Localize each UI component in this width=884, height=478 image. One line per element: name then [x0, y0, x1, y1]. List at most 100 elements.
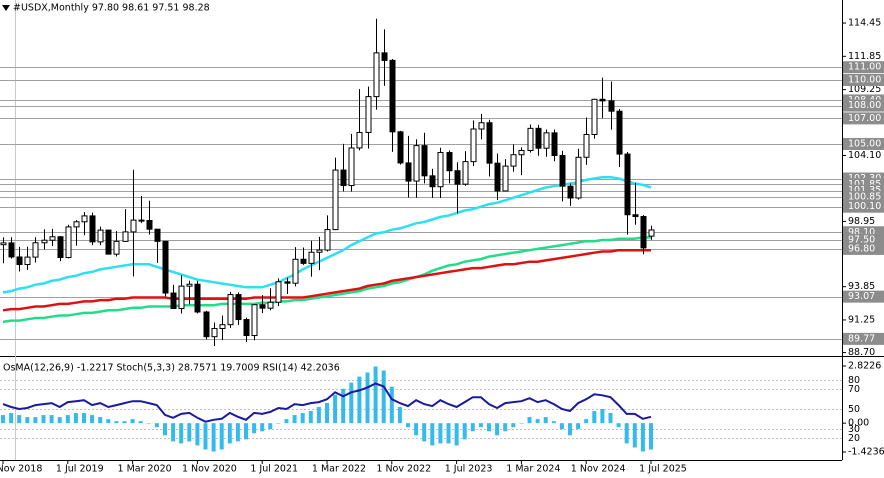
candle-body	[251, 304, 258, 337]
candle-body	[356, 131, 363, 149]
candle-body	[454, 170, 461, 185]
osma-bar	[389, 386, 394, 424]
candle-body	[316, 249, 323, 253]
candle-body	[608, 100, 615, 112]
rsi-line	[2, 382, 652, 423]
candle-body	[211, 328, 218, 338]
osma-bar	[487, 423, 491, 432]
level-label-box	[843, 191, 884, 204]
osma-bar	[624, 423, 629, 444]
candle-body	[284, 281, 291, 284]
candle-body	[146, 219, 153, 230]
osma-bar	[414, 423, 419, 436]
osma-bar	[171, 423, 176, 442]
osma-bar	[527, 417, 532, 424]
osma-bar	[146, 423, 151, 424]
candle-body	[632, 214, 639, 218]
candle-body	[599, 98, 606, 102]
osma-bar	[187, 423, 192, 442]
candle-body	[648, 229, 655, 237]
level-label: 100.10	[848, 201, 881, 212]
candle-body	[543, 132, 550, 149]
y-tick-label: 91.25	[848, 314, 875, 325]
candle-body	[308, 251, 315, 264]
candle-body	[300, 258, 307, 264]
level-label: 105.00	[848, 138, 881, 149]
candle-body	[32, 242, 39, 258]
osma-bar	[292, 415, 297, 424]
osma-bar	[122, 421, 127, 424]
candle-body	[616, 110, 623, 155]
osma-bar	[454, 423, 459, 446]
osma-bar	[511, 423, 516, 428]
level-label: 101.35	[848, 185, 881, 196]
candle-body	[527, 127, 534, 151]
moving-average	[2, 236, 651, 324]
level-label: 100.85	[848, 192, 881, 203]
candle-body	[154, 228, 161, 242]
osma-bar	[632, 423, 637, 448]
osma-bar	[543, 417, 548, 424]
osma-bar	[316, 406, 321, 424]
y-tick-label: 111.85	[848, 51, 881, 62]
level-label-box	[843, 200, 884, 213]
candle-body	[73, 221, 80, 228]
osma-bar	[462, 423, 467, 440]
osma-bar	[576, 423, 581, 430]
indicator-title: OsMA(12,26,9) -1.2217 Stoch(5,3,3) 28.75…	[3, 363, 340, 374]
osma-bar	[608, 413, 613, 424]
candle-body	[437, 152, 444, 188]
osma-bar	[235, 423, 240, 442]
candle-body	[583, 134, 590, 158]
x-tick-label: 1 Nov 2024	[571, 464, 626, 475]
rsi-tick-label: 80	[848, 375, 860, 386]
osma-bar	[470, 423, 475, 432]
osma-bar	[179, 423, 184, 444]
osma-bar	[9, 413, 14, 424]
candle-body	[421, 145, 428, 177]
candle-body	[267, 301, 274, 309]
osma-bar	[130, 419, 135, 424]
candle-body	[65, 226, 72, 258]
menu-triangle[interactable]	[2, 5, 10, 11]
x-tick-label: 1 Nov 2022	[376, 464, 431, 475]
candle-body	[429, 175, 436, 188]
x-tick-label: 1 Mar 2020	[118, 464, 172, 475]
osma-bar	[268, 423, 273, 430]
chart-title: #USDX,Monthly 97.80 98.61 97.51 98.28	[13, 3, 210, 14]
osma-bar	[333, 394, 338, 424]
osma-bar	[154, 423, 159, 428]
candle-body	[575, 156, 582, 199]
level-label: 108.00	[848, 100, 881, 111]
candle-body	[259, 304, 266, 309]
osma-bar	[349, 382, 354, 424]
rsi-tick-label: 50	[848, 404, 860, 415]
osma-bar	[308, 411, 313, 424]
candle-body	[446, 152, 453, 172]
osma-bar	[503, 423, 508, 432]
osma-bar	[57, 417, 62, 424]
level-label: 98.10	[848, 227, 875, 238]
candle-body	[203, 311, 210, 338]
osma-bar	[284, 419, 289, 424]
candle-body	[405, 162, 412, 182]
candle-body	[332, 169, 339, 231]
level-label-box	[843, 61, 884, 74]
candle-body	[0, 242, 7, 246]
candle-body	[130, 219, 137, 233]
candle-body	[559, 154, 566, 187]
rsi-tick-label: 70	[848, 384, 860, 395]
level-label: 89.77	[848, 333, 875, 344]
osma-bar	[535, 419, 540, 424]
osma-bar	[106, 419, 111, 424]
candle-body	[486, 122, 493, 164]
x-tick-label: 1 Nov 2018	[0, 464, 42, 475]
level-label-box	[843, 112, 884, 125]
candle-body	[413, 145, 420, 182]
level-label: 107.00	[848, 113, 881, 124]
candle-body	[462, 161, 469, 185]
candle-body	[186, 283, 193, 287]
candle-body	[105, 229, 112, 255]
y-tick-label: 98.95	[848, 216, 875, 227]
